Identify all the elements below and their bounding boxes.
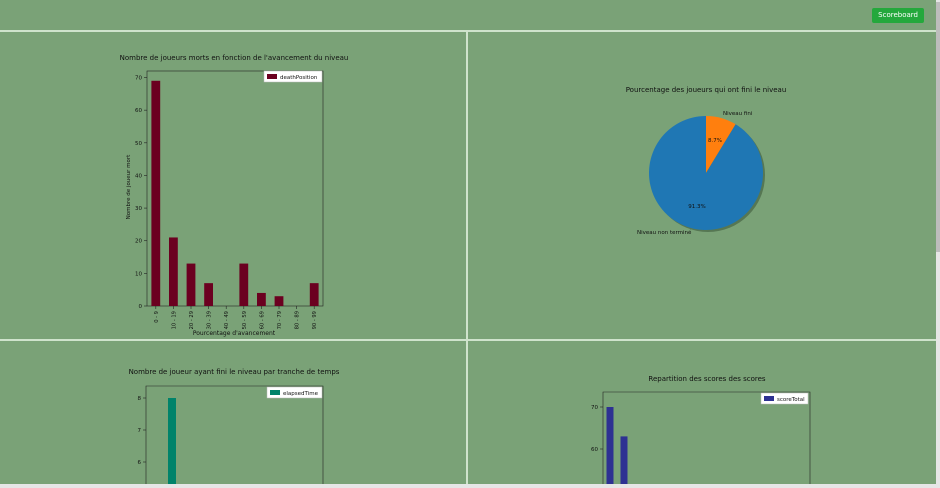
scoreboard-button[interactable]: Scoreboard — [872, 8, 924, 23]
x-tick-label: 80 - 89 — [295, 311, 301, 329]
legend-box — [263, 70, 323, 83]
y-tick-label: 60 — [591, 447, 598, 453]
plot-frame — [146, 70, 324, 307]
grid-divider-vertical — [466, 30, 468, 484]
chart-legend: elapsedTime — [266, 386, 323, 399]
legend-box — [760, 392, 809, 405]
y-axis-label: Nombre de joueur mort — [126, 154, 132, 219]
y-tick-label: 60 — [135, 108, 142, 114]
slice-pct-unfinished: 91.3% — [688, 204, 705, 210]
y-tick-label: 40 — [135, 173, 142, 179]
elapsed-time-chart: Nombre de joueur ayant fini le niveau pa… — [129, 368, 340, 484]
chart-legend: scoreTotal — [760, 392, 809, 405]
legend-label: scoreTotal — [777, 397, 805, 403]
x-axis-label: Pourcentage d'avancement — [193, 330, 276, 337]
x-tick-label: 40 - 49 — [224, 311, 230, 329]
slice-label-finished: Niveau fini — [723, 111, 753, 117]
y-tick-label: 0 — [139, 304, 143, 310]
completion-pie-chart: Pourcentage des joueurs qui ont fini le … — [626, 86, 787, 236]
y-tick-label: 50 — [135, 141, 142, 147]
slice-pct-finished: 8.7% — [708, 138, 722, 144]
chart-title: Pourcentage des joueurs qui ont fini le … — [626, 86, 787, 94]
plot-frame — [145, 385, 324, 484]
chart-title: Nombre de joueurs morts en fonction de l… — [120, 54, 349, 62]
y-tick-label: 70 — [135, 76, 142, 82]
chart-title: Nombre de joueur ayant fini le niveau pa… — [129, 368, 340, 376]
bar — [169, 237, 178, 306]
pie-slice — [649, 116, 763, 230]
y-tick-label: 6 — [138, 460, 142, 466]
bar — [309, 283, 319, 306]
x-tick-label: 20 - 29 — [189, 311, 195, 329]
x-tick-label: 30 - 39 — [207, 311, 213, 329]
x-tick-label: 60 - 69 — [259, 311, 265, 329]
bar — [168, 398, 176, 484]
legend-swatch — [270, 390, 280, 395]
y-tick-label: 30 — [135, 206, 142, 212]
plot-frame — [602, 391, 811, 484]
chart-title: Repartition des scores des scores — [648, 375, 766, 383]
death-position-chart: Nombre de joueurs morts en fonction de l… — [120, 54, 349, 337]
x-tick-label: 50 - 59 — [242, 311, 248, 329]
x-tick-label: 90 - 99 — [312, 311, 318, 329]
horizontal-scrollbar[interactable] — [0, 484, 940, 488]
y-tick-label: 70 — [591, 405, 598, 411]
bar — [620, 436, 628, 484]
vertical-scrollbar[interactable] — [936, 0, 940, 488]
legend-label: elapsedTime — [283, 391, 319, 397]
slice-label-unfinished: Niveau non terminé — [637, 229, 692, 236]
score-total-chart: Repartition des scores des scores 60 70 s… — [591, 375, 811, 484]
grid-divider-horizontal — [0, 339, 936, 341]
chart-legend: deathPosition — [263, 70, 323, 83]
x-tick-label: 70 - 79 — [277, 311, 283, 329]
bar — [274, 296, 284, 306]
legend-swatch — [267, 74, 277, 79]
y-tick-label: 10 — [135, 271, 142, 277]
top-bar: Scoreboard — [0, 0, 936, 32]
bar — [151, 80, 161, 306]
bar — [257, 292, 266, 306]
pie-slice — [706, 116, 736, 173]
scrollbar-thumb[interactable] — [936, 2, 940, 252]
y-tick-label: 20 — [135, 239, 142, 245]
y-tick-label: 7 — [138, 428, 142, 434]
y-tick-label: 8 — [138, 396, 142, 402]
bar — [204, 283, 213, 306]
x-tick-label: 0 - 9 — [154, 311, 160, 323]
legend-label: deathPosition — [280, 75, 318, 81]
x-tick-label: 10 - 19 — [171, 311, 177, 329]
bar — [186, 263, 196, 306]
legend-swatch — [764, 396, 774, 401]
bar — [239, 263, 249, 306]
bar — [606, 407, 614, 484]
legend-box — [266, 386, 323, 399]
